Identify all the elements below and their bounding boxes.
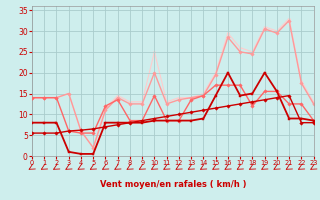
X-axis label: Vent moyen/en rafales ( km/h ): Vent moyen/en rafales ( km/h ) <box>100 180 246 189</box>
